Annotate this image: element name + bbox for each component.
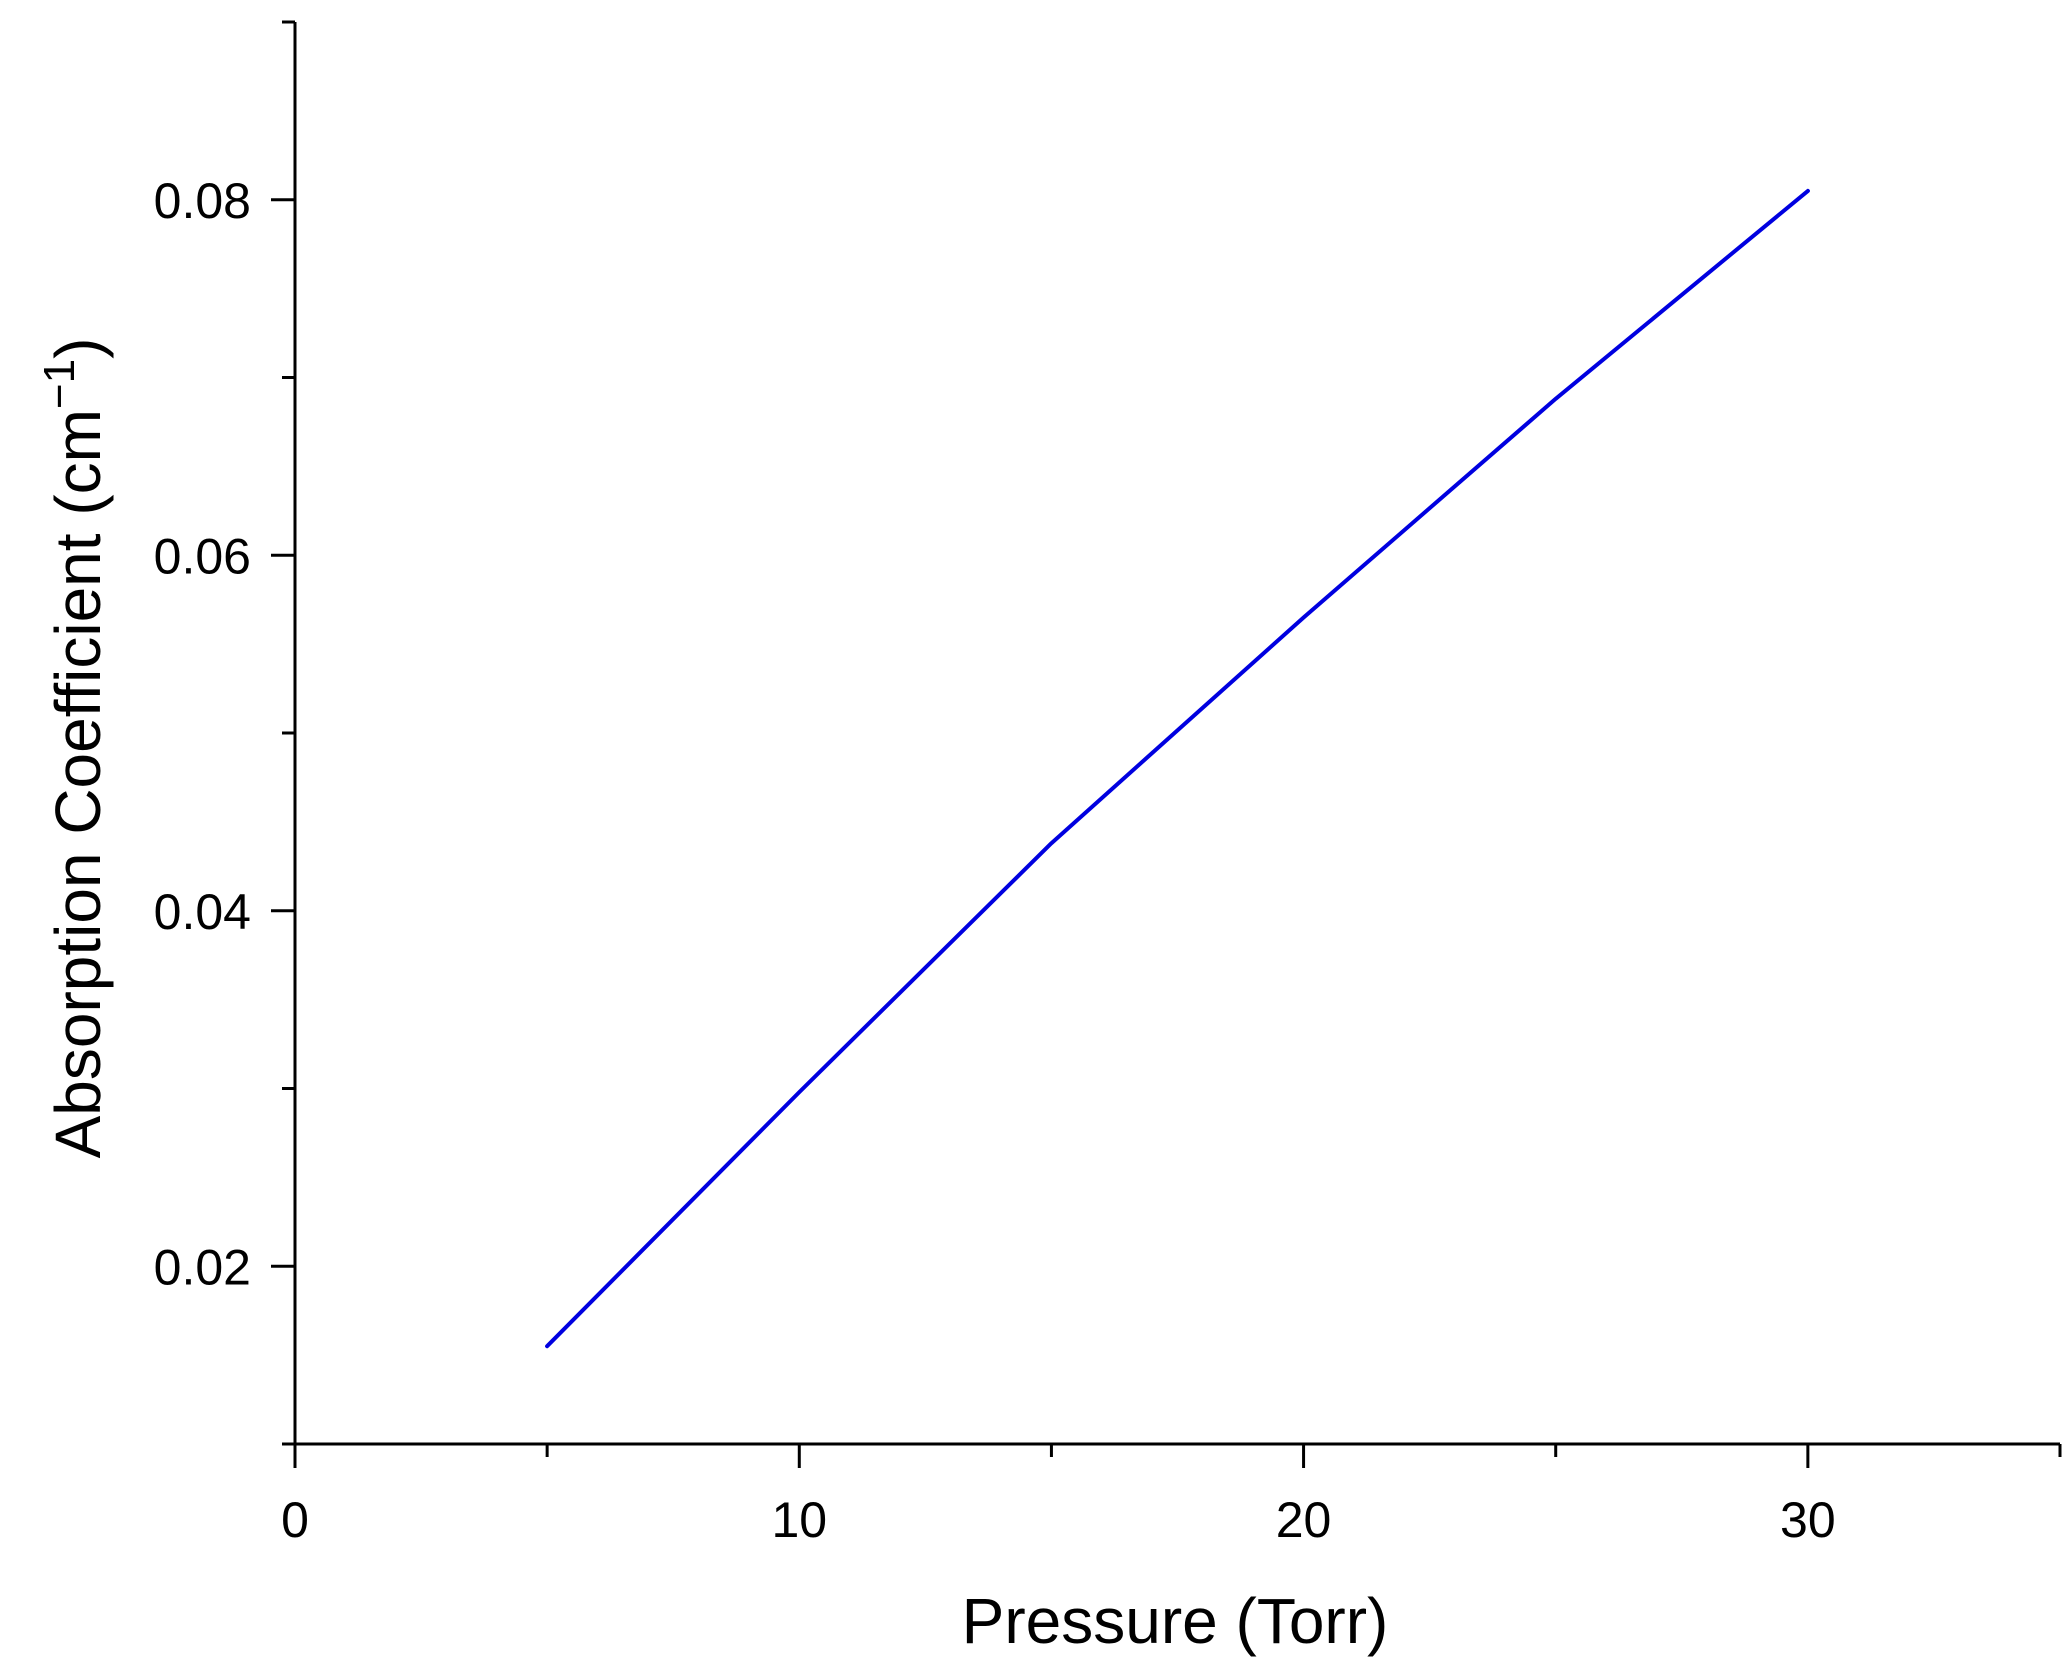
y-axis-title: Absorption Coefficient (cm−1) — [35, 338, 114, 1159]
y-tick-label: 0.08 — [154, 173, 251, 229]
series-line-1 — [545, 188, 1810, 1349]
y-axis-title-superscript: −1 — [35, 359, 84, 409]
x-tick-label: 10 — [771, 1492, 827, 1548]
y-axis-title-close: ) — [42, 338, 114, 359]
x-axis-title: Pressure (Torr) — [962, 1585, 1389, 1657]
y-axis-title-main: Absorption Coefficient (cm — [42, 409, 114, 1158]
x-tick-label: 30 — [1780, 1492, 1836, 1548]
x-tick-label: 0 — [281, 1492, 309, 1548]
axes: 0 10 20 30 0.02 0.04 0.06 0.08 — [154, 20, 2062, 1548]
y-tick-label: 0.02 — [154, 1239, 251, 1295]
series-layer — [545, 188, 1810, 1349]
y-tick-label: 0.04 — [154, 884, 251, 940]
x-tick-label: 20 — [1276, 1492, 1332, 1548]
y-tick-label: 0.06 — [154, 528, 251, 584]
